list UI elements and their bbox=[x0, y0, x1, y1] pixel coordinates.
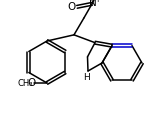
Text: O: O bbox=[28, 78, 36, 88]
Text: H: H bbox=[84, 73, 90, 83]
Text: O: O bbox=[67, 2, 76, 12]
Text: +: + bbox=[94, 0, 101, 4]
Text: CH₃: CH₃ bbox=[18, 78, 33, 87]
Text: N: N bbox=[89, 0, 97, 8]
